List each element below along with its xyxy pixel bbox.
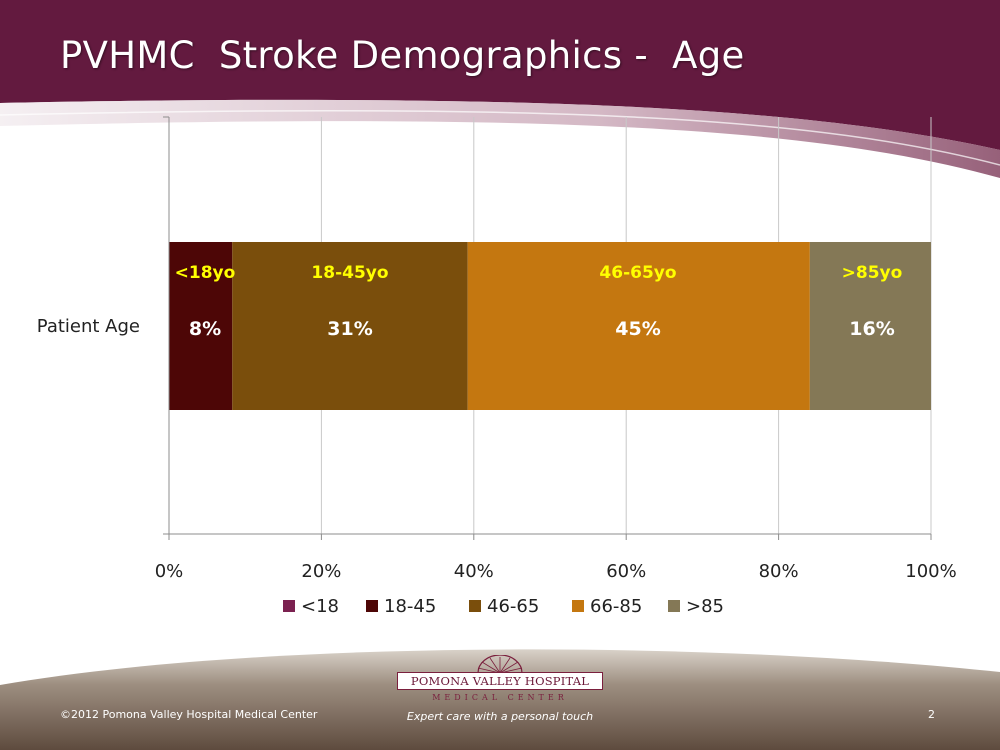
bar-segments <box>169 242 931 410</box>
bar-segment-3 <box>467 242 810 410</box>
x-tick-label: 20% <box>301 561 341 582</box>
hospital-logo: POMONA VALLEY HOSPITAL MEDICAL CENTER Ex… <box>380 655 620 725</box>
segment-percent-label: 16% <box>849 318 894 340</box>
x-tick-label: 80% <box>759 561 799 582</box>
legend: <18 18-45 46-65 66-85 >85 <box>283 596 724 617</box>
header-banner <box>0 0 1000 150</box>
logo-subtitle: MEDICAL CENTER <box>432 693 568 702</box>
data-labels: <18yo 8% 18-45yo 31% 46-65yo 45% >85yo 16% <box>175 263 903 340</box>
slide-title: PVHMC Stroke Demographics - Age <box>60 34 745 77</box>
segment-percent-label: 8% <box>189 318 221 340</box>
legend-swatch <box>469 600 481 612</box>
header-swoop <box>0 99 1000 178</box>
footer-copyright: ©2012 Pomona Valley Hospital Medical Cen… <box>60 708 318 721</box>
stacked-bar-chart: <18yo 8% 18-45yo 31% 46-65yo 45% >85yo 16% 0% 20… <box>37 116 957 617</box>
legend-label: <18 <box>301 596 339 617</box>
legend-swatch <box>366 600 378 612</box>
segment-range-label: >85yo <box>842 263 903 283</box>
bar-segment-1 <box>169 242 233 410</box>
legend-label: >85 <box>686 596 724 617</box>
segment-percent-label: 31% <box>327 318 372 340</box>
x-tick-label: 40% <box>454 561 494 582</box>
x-tick-label: 60% <box>606 561 646 582</box>
segment-range-label: <18yo <box>175 263 236 283</box>
legend-swatch <box>668 600 680 612</box>
axes: 0% 20% 40% 60% 80% 100% Patient Age <box>37 116 957 582</box>
segment-range-label: 18-45yo <box>311 263 388 283</box>
segment-range-label: 46-65yo <box>599 263 676 283</box>
legend-label: 46-65 <box>487 596 539 617</box>
footer-band <box>0 649 1000 750</box>
legend-label: 66-85 <box>590 596 642 617</box>
page-number: 2 <box>928 708 935 721</box>
sunburst-icon <box>477 655 523 673</box>
legend-swatch <box>283 600 295 612</box>
segment-percent-label: 45% <box>615 318 660 340</box>
logo-name: POMONA VALLEY HOSPITAL <box>397 672 603 690</box>
category-label: Patient Age <box>37 316 140 337</box>
x-tick-label: 100% <box>905 561 956 582</box>
legend-swatch <box>572 600 584 612</box>
legend-label: 18-45 <box>384 596 436 617</box>
bar-segment-2 <box>232 242 468 410</box>
bar-segment-4 <box>809 242 931 410</box>
logo-tagline: Expert care with a personal touch <box>406 710 594 723</box>
x-tick-label: 0% <box>155 561 184 582</box>
header-swoop-line <box>0 109 1000 166</box>
